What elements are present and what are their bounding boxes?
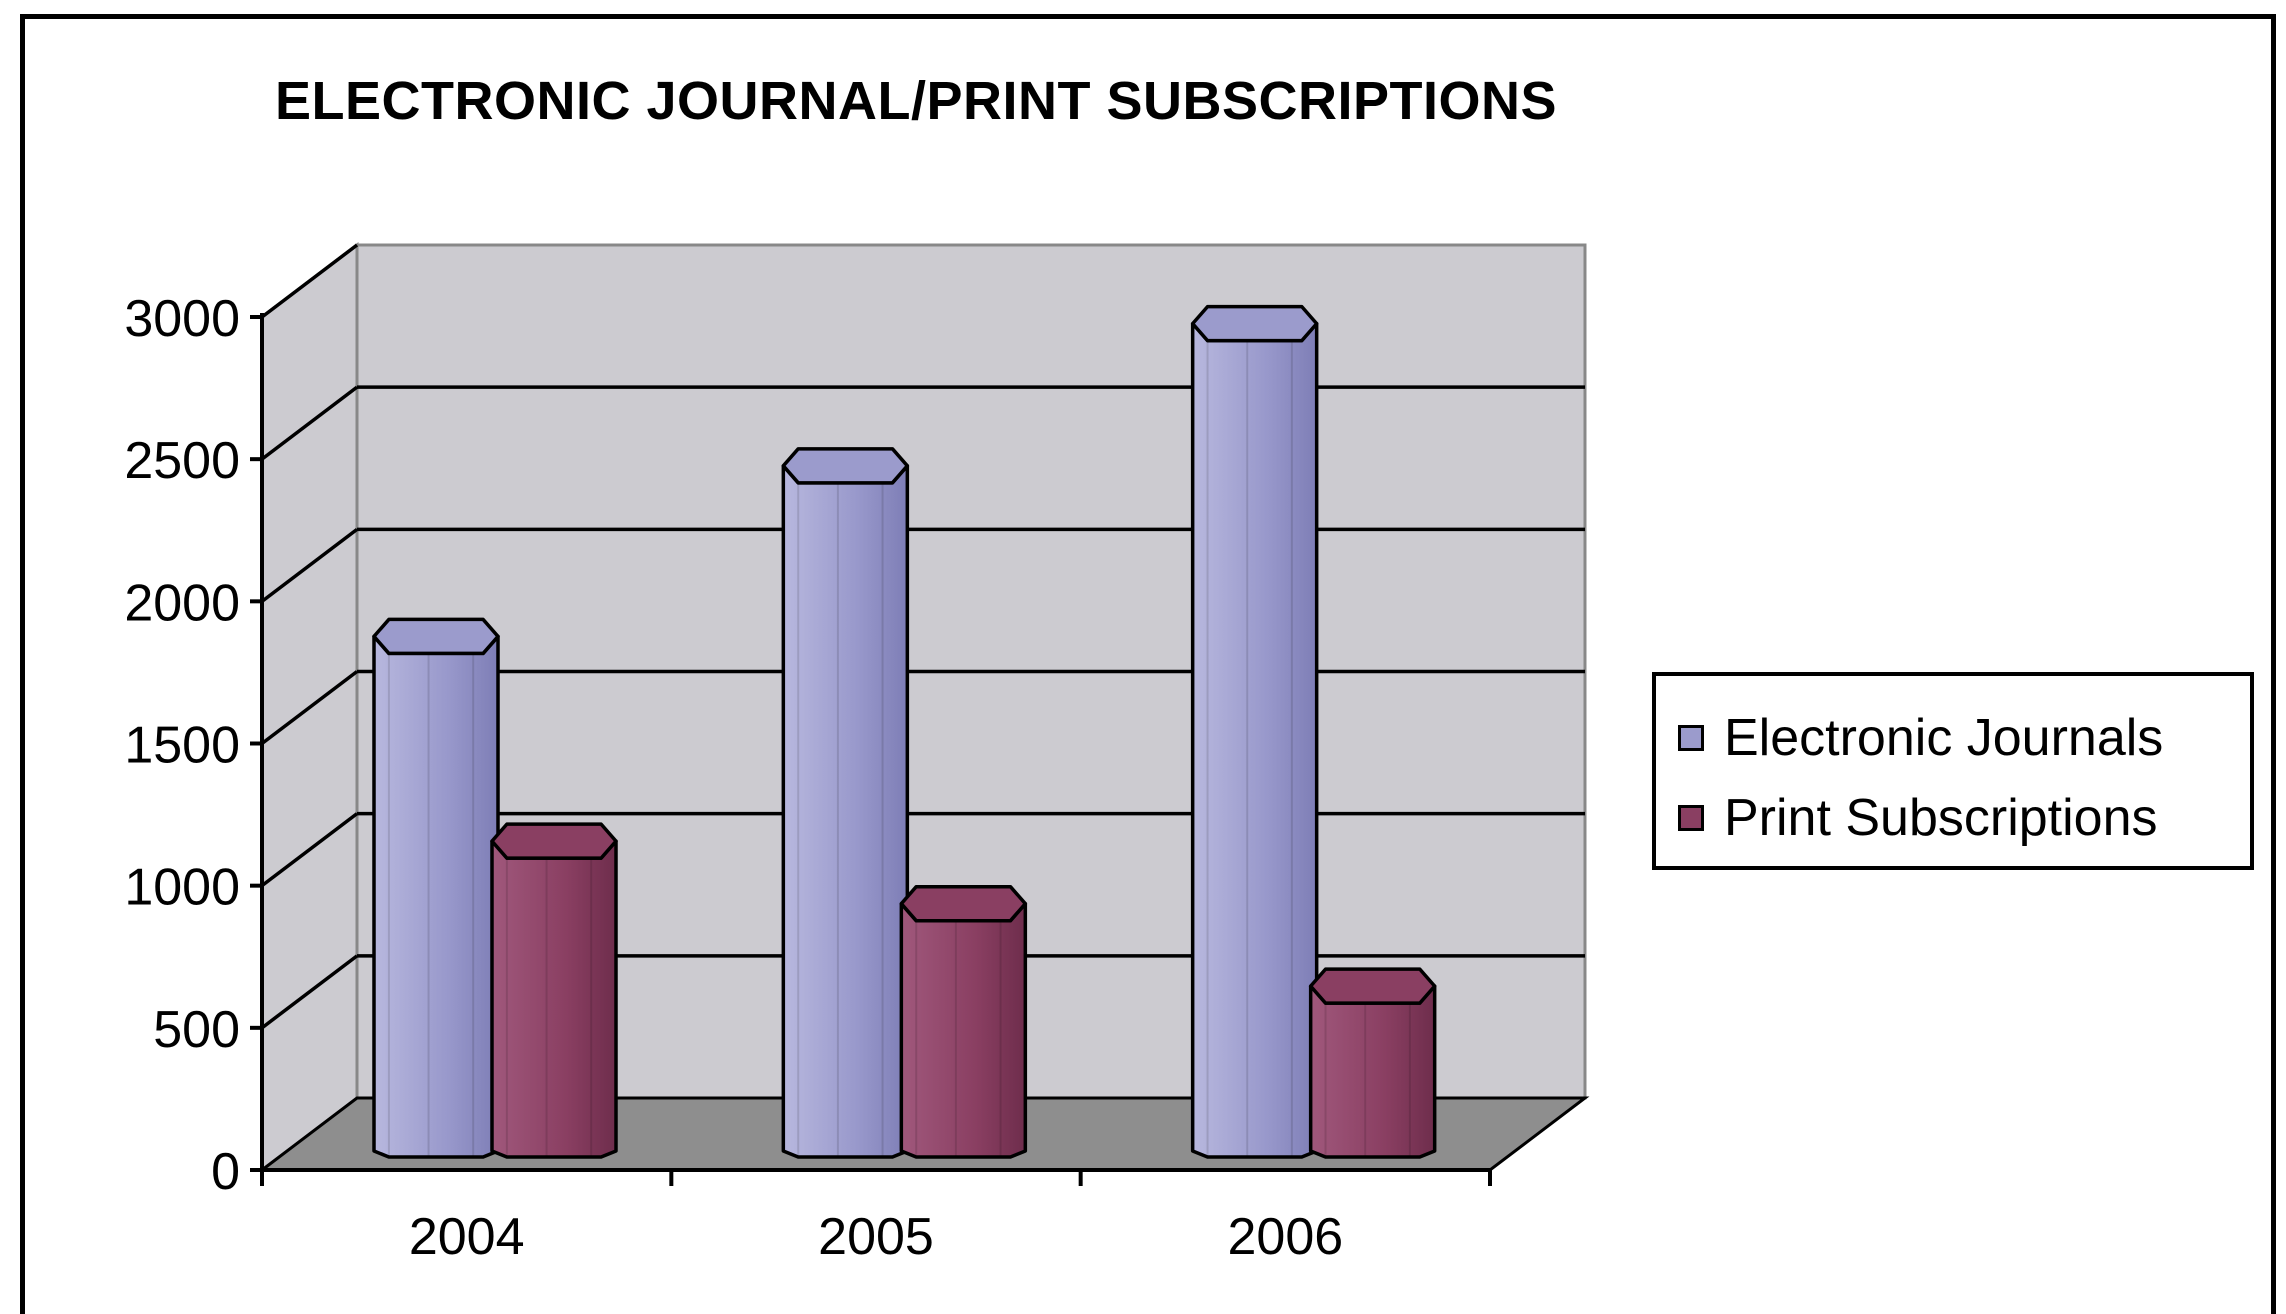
chart-title: ELECTRONIC JOURNAL/PRINT SUBSCRIPTIONS — [275, 71, 1558, 131]
bar-electronic-journals-2004 — [372, 634, 500, 1159]
y-tick-label: 1500 — [124, 717, 240, 775]
y-tick-label: 0 — [211, 1143, 240, 1201]
gridline-side — [260, 385, 359, 461]
legend-label-electronic-journals: Electronic Journals — [1724, 709, 2164, 767]
y-tick-label: 2000 — [124, 574, 240, 632]
x-tick-label: 2005 — [818, 1208, 934, 1266]
legend-swatch-print-subscriptions — [1678, 805, 1704, 831]
legend-item-electronic-journals: Electronic Journals — [1678, 708, 2163, 768]
gridline-side — [260, 243, 359, 319]
bar-electronic-journals-2006-top — [1190, 304, 1319, 343]
chart-frame — [20, 14, 2276, 1314]
bar-print-subscriptions-2006-top — [1308, 967, 1437, 1005]
gridline-side — [260, 670, 359, 745]
bar-print-subscriptions-2005 — [899, 901, 1028, 1159]
y-tick-label: 500 — [153, 1001, 240, 1059]
y-tick-label: 1000 — [124, 859, 240, 917]
gridline-side — [260, 954, 359, 1030]
y-tick-label: 2500 — [124, 432, 240, 490]
bar-electronic-journals-2005-top — [781, 447, 910, 485]
legend-item-print-subscriptions: Print Subscriptions — [1678, 788, 2158, 848]
gridline-side — [260, 812, 359, 888]
gridline-side — [260, 527, 359, 603]
legend-swatch-electronic-journals — [1678, 725, 1704, 751]
bar-print-subscriptions-2005-top — [899, 884, 1028, 923]
legend-label-print-subscriptions: Print Subscriptions — [1724, 789, 2158, 847]
legend: Electronic Journals Print Subscriptions — [1652, 672, 2254, 870]
bar-electronic-journals-2004-top — [372, 617, 500, 656]
bar-print-subscriptions-2006 — [1308, 984, 1437, 1159]
bar-electronic-journals-2006 — [1190, 321, 1319, 1159]
y-tick-label: 3000 — [124, 290, 240, 348]
x-tick-label: 2006 — [1227, 1208, 1343, 1266]
x-tick-label: 2004 — [409, 1208, 525, 1266]
bar-electronic-journals-2005 — [781, 464, 910, 1159]
bar-print-subscriptions-2004-top — [490, 822, 618, 860]
bar-print-subscriptions-2004 — [490, 839, 618, 1159]
